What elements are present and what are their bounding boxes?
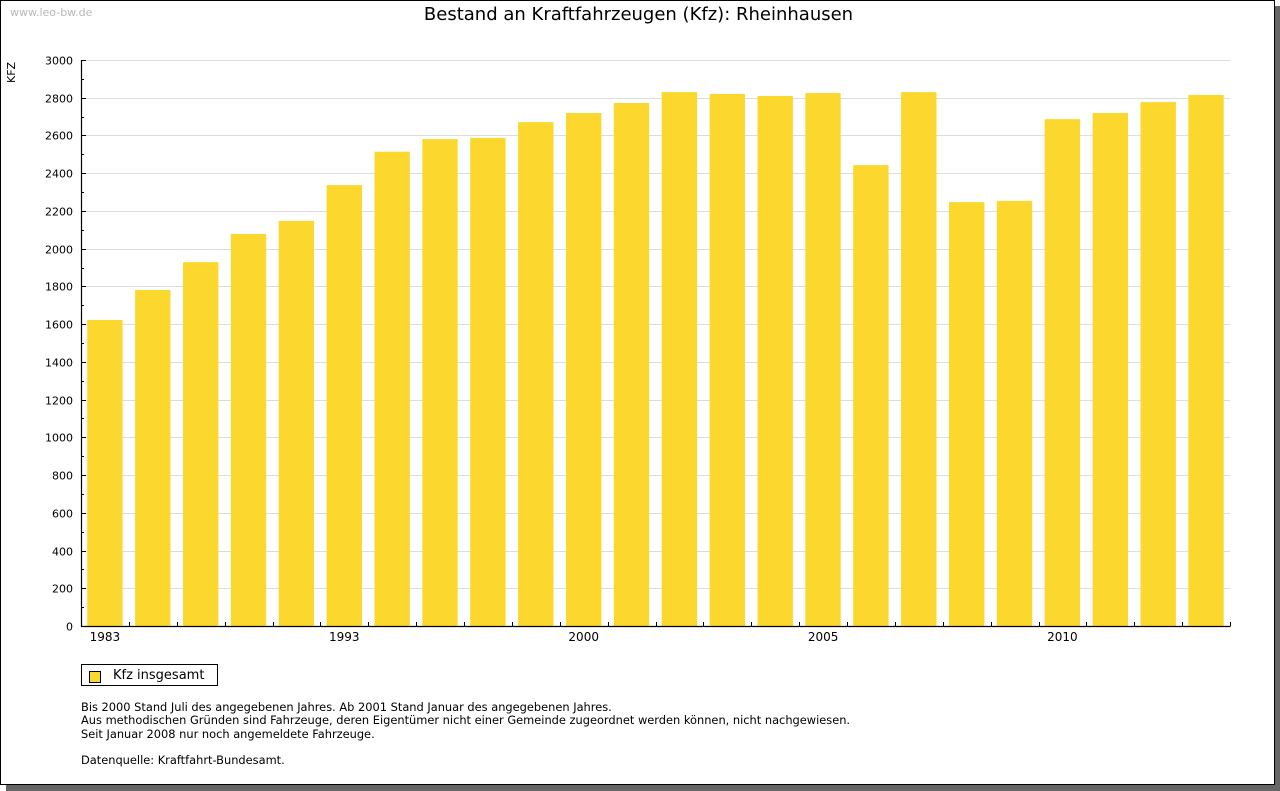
bar: [135, 290, 171, 626]
bar: [1044, 119, 1081, 626]
y-tick-label: 1000: [45, 432, 73, 445]
y-tick-label: 1800: [45, 281, 73, 294]
bar: [853, 165, 889, 626]
bar: [470, 137, 506, 626]
legend-swatch: [89, 671, 101, 683]
bar: [805, 93, 841, 626]
y-tick-label: 2000: [45, 244, 73, 257]
gridlines: [81, 60, 1230, 589]
x-axis-ticks: 1983 1993 2000 2005 2010: [90, 622, 1231, 644]
bar: [87, 320, 123, 626]
x-tick-label: 1983: [90, 630, 121, 644]
bar: [566, 113, 602, 626]
y-tick-label: 1400: [45, 357, 73, 370]
footnote-line: Seit Januar 2008 nur noch angemeldete Fa…: [81, 726, 375, 741]
y-tick-label: 600: [52, 508, 73, 521]
bar: [709, 94, 745, 626]
y-tick-label: 1200: [45, 395, 73, 408]
y-tick-label: 2200: [45, 206, 73, 219]
y-tick-label: 3000: [45, 55, 73, 68]
bars: [87, 92, 1224, 627]
bar-chart: 0 200 400 600 800 1000 1200 1400 1600 1800 2000 220…: [45, 55, 1231, 644]
chart-title: Bestand an Kraftfahrzeugen (Kfz): Rheinh…: [423, 4, 854, 25]
bar: [757, 96, 793, 626]
y-tick-label: 200: [52, 583, 73, 596]
bar: [230, 234, 267, 626]
y-tick-label: 2400: [45, 168, 73, 181]
bar: [374, 151, 410, 626]
bar: [326, 185, 362, 626]
footnote-line: Bis 2000 Stand Juli des angegebenen Jahr…: [81, 700, 612, 714]
y-tick-label: 400: [52, 546, 73, 559]
y-tick-label: 0: [66, 621, 73, 634]
bar: [1188, 94, 1224, 626]
x-tick-label: 2000: [568, 630, 599, 644]
bar: [1092, 113, 1128, 626]
bar: [901, 92, 937, 627]
bar: [278, 220, 315, 626]
bar: [1140, 102, 1176, 627]
legend: Kfz insgesamt: [81, 664, 218, 686]
footnotes: Bis 2000 Stand Juli des angegebenen Jahr…: [81, 700, 851, 741]
bar: [183, 262, 219, 626]
x-tick-label: 1993: [329, 630, 360, 644]
x-tick-label: 2005: [808, 630, 839, 644]
bar: [949, 202, 985, 626]
legend-label: Kfz insgesamt: [113, 668, 205, 683]
x-tick-label: 2010: [1047, 630, 1078, 644]
bar: [613, 103, 650, 626]
y-tick-label: 1600: [45, 319, 73, 332]
footnote-line: Aus methodischen Gründen sind Fahrzeuge,…: [81, 713, 851, 728]
watermark: www.leo-bw.de: [10, 6, 93, 19]
y-tick-label: 2800: [45, 93, 73, 106]
bar: [518, 122, 554, 626]
y-tick-label: 2600: [45, 130, 73, 143]
bar: [996, 200, 1033, 626]
bar: [661, 92, 698, 627]
y-tick-label: 800: [52, 470, 73, 483]
data-source: Datenquelle: Kraftfahrt-Bundesamt.: [81, 753, 285, 767]
y-axis-ticks: 0 200 400 600 800 1000 1200 1400 1600 1800 2000 220…: [45, 55, 86, 634]
bar: [422, 139, 458, 626]
